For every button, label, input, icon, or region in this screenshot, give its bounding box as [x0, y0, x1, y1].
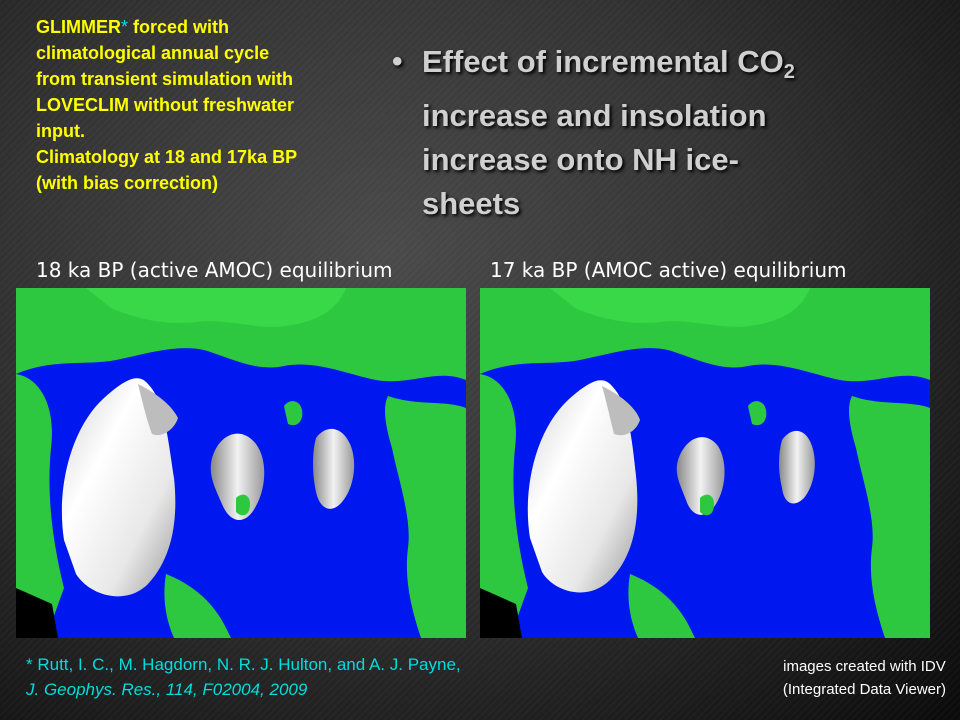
image-credits: images created with IDV (Integrated Data… — [783, 655, 946, 701]
title-text: Effect of incremental CO2 increase and i… — [422, 44, 795, 221]
info-text-block: GLIMMER* forced with climatological annu… — [36, 14, 386, 196]
info-line: input. — [36, 121, 85, 141]
info-line: LOVECLIM without freshwater — [36, 95, 295, 115]
panel-caption-left: 18 ka BP (active AMOC) equilibrium — [36, 258, 393, 282]
info-line: (with bias correction) — [36, 173, 219, 193]
panel-caption-right: 17 ka BP (AMOC active) equilibrium — [490, 258, 847, 282]
citation-authors: * Rutt, I. C., M. Hagdorn, N. R. J. Hult… — [26, 655, 461, 674]
ice-sheet-map-18ka — [16, 288, 466, 638]
slide-title: • Effect of incremental CO2 increase and… — [392, 40, 892, 226]
footnote-star: * — [121, 17, 129, 37]
credits-line: images created with IDV — [783, 658, 946, 675]
citation: * Rutt, I. C., M. Hagdorn, N. R. J. Hult… — [26, 652, 461, 702]
info-line: GLIMMER* forced with — [36, 17, 230, 37]
bullet-icon: • — [392, 45, 403, 78]
ice-sheet-map-17ka — [480, 288, 930, 638]
credits-line: (Integrated Data Viewer) — [782, 681, 946, 698]
info-line: climatological annual cycle — [36, 43, 270, 63]
info-line: Climatology at 18 and 17ka BP — [36, 147, 298, 167]
citation-journal: J. Geophys. Res., 114, F02004, 2009 — [26, 680, 308, 699]
info-line: from transient simulation with — [36, 69, 294, 89]
